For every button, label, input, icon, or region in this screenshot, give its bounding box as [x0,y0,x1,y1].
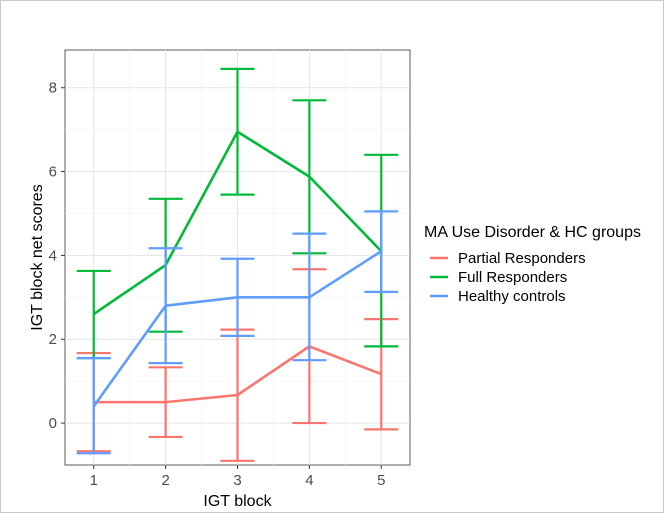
y-tick-label: 6 [49,164,57,181]
y-tick-label: 4 [49,247,57,264]
x-axis-title: IGT block [203,493,272,510]
x-tick-label: 5 [377,472,385,489]
series-line [93,130,383,316]
legend-label: Partial Responders [458,250,586,267]
legend: MA Use Disorder & HC groups Partial Resp… [424,224,641,305]
x-tick-label: 3 [233,472,241,489]
y-tick-label: 8 [49,80,57,97]
series-layer [76,67,399,462]
y-tick-label: 0 [49,415,57,432]
series-healthy-controls [76,210,399,455]
series-line [93,345,382,404]
y-axis-title: IGT block net scores [29,184,46,330]
legend-label: Healthy controls [458,288,566,305]
legend-title: MA Use Disorder & HC groups [424,224,641,241]
legend-label: Full Responders [458,269,567,286]
x-tick-label: 1 [90,472,98,489]
x-tick-label: 2 [161,472,169,489]
x-tick-label: 4 [305,472,313,489]
axes: 1 2 3 4 5 0 2 4 6 8 [49,80,386,489]
y-tick-label: 2 [49,331,57,348]
series-line [92,250,382,408]
